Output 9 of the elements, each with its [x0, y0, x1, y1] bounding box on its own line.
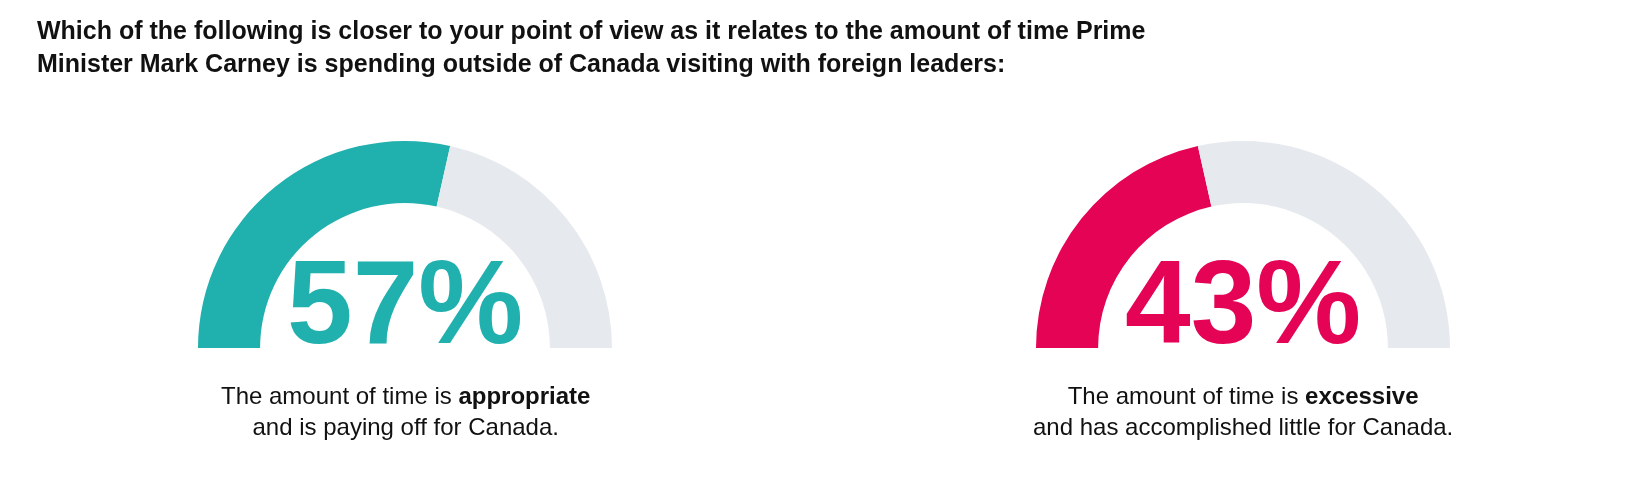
data-label: 57% — [287, 236, 524, 368]
text: and is paying off for Canada. — [252, 413, 559, 441]
chart-title: Which of the following is closer to your point of view as it relates to the amount of time Prime Minister Mark Carney is spending outside of Canada visiting with foreign leaders: — [37, 16, 1146, 77]
text: and has accomplished little for Canada. — [1033, 413, 1454, 441]
text: The amount of time is — [221, 382, 452, 409]
text: appropriate — [458, 382, 591, 409]
text: The amount of time is — [1067, 382, 1299, 409]
text: excessive — [1305, 382, 1419, 409]
data-label: 43% — [1125, 236, 1362, 368]
